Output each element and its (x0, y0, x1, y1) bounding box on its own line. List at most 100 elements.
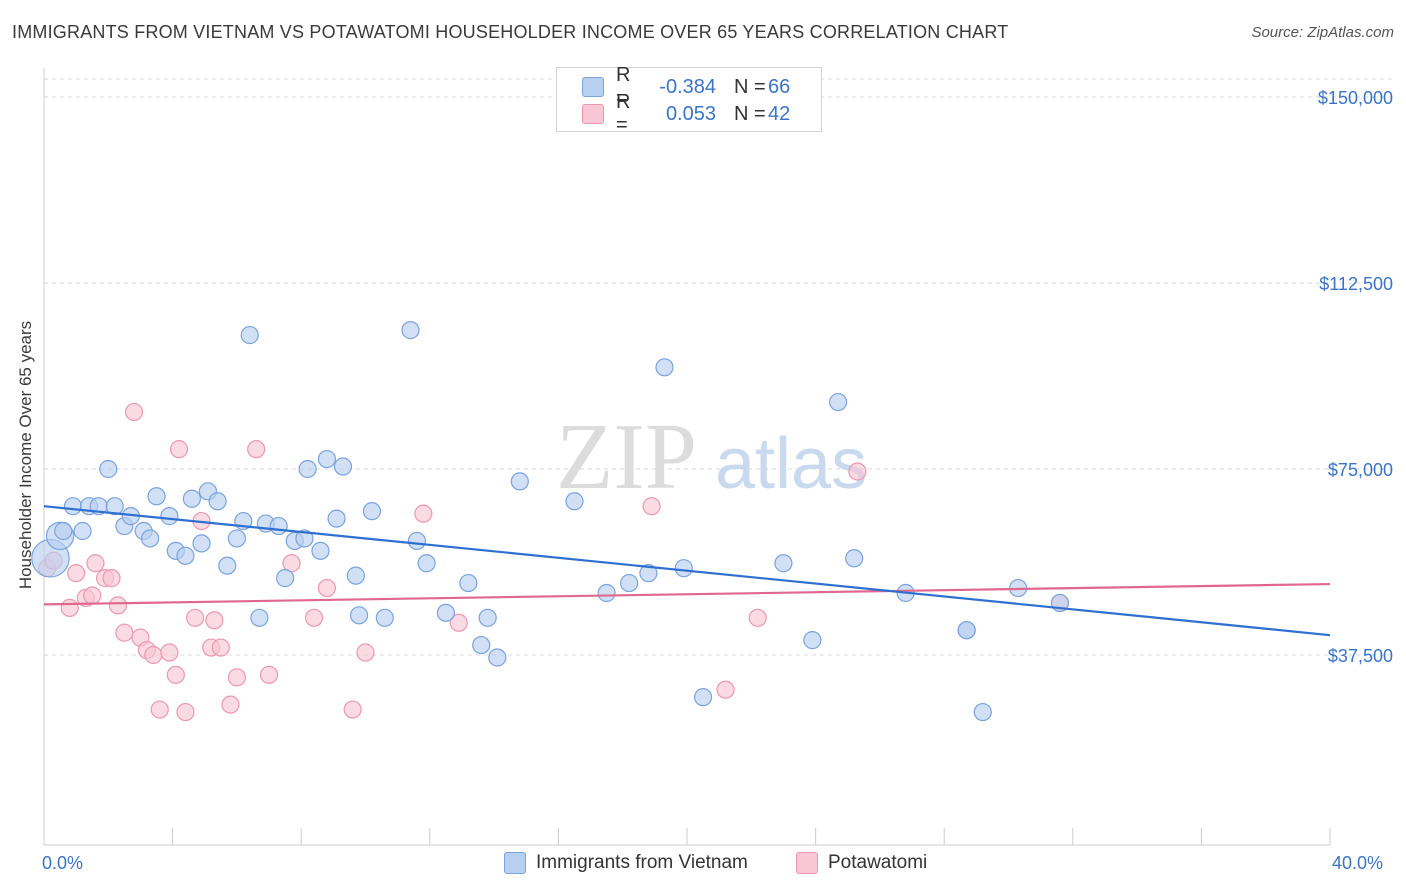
vietnam-point (973, 702, 992, 722)
watermark-zip: ZIP (556, 405, 697, 509)
vietnam-point (327, 509, 346, 528)
watermark: ZIP atlas (556, 405, 867, 509)
y-tick-label: $37,500 (1328, 646, 1393, 666)
watermark-atlas: atlas (715, 424, 867, 504)
potawatomi-point (67, 564, 86, 583)
vietnam-point (227, 529, 246, 548)
potawatomi-trend-line (43, 582, 1331, 606)
vietnam-point (333, 457, 353, 476)
potawatomi-point (642, 497, 661, 516)
vietnam-point (269, 516, 288, 536)
vietnam-point (105, 497, 124, 516)
y-tick-label: $112,500 (1319, 274, 1393, 294)
vietnam-trend-line (43, 505, 1331, 637)
vietnam-point (160, 507, 179, 526)
y-tick-labels: $37,500 $75,000 $112,500 $150,000 (1318, 88, 1393, 666)
potawatomi-point (108, 596, 128, 615)
legend-r-value: 0.053 (665, 102, 716, 125)
legend-n-label: N = (734, 102, 766, 125)
potawatomi-point (304, 608, 324, 627)
vietnam-point (472, 635, 491, 655)
vietnam-point (510, 472, 529, 491)
series-legend: Immigrants from Vietnam Potawatomi (0, 852, 1406, 878)
stats-legend: R = -0.384 N = 66 R = 0.053 N = 42 (556, 64, 822, 136)
potawatomi-point (144, 645, 163, 665)
potawatomi-point (150, 700, 169, 719)
vietnam-point (803, 631, 822, 650)
vietnam-point (957, 621, 976, 640)
series-label-potawatomi: Potawatomi (828, 852, 928, 873)
potawatomi-point (848, 462, 867, 481)
potawatomi-point (115, 623, 134, 642)
vietnam-point (54, 521, 73, 541)
grid-layer (44, 78, 1394, 656)
potawatomi-point (205, 611, 224, 630)
potawatomi-point (124, 402, 144, 422)
vietnam-point (176, 546, 195, 565)
potawatomi-point (356, 643, 375, 662)
potawatomi-point (186, 608, 205, 627)
vietnam-point (295, 529, 314, 548)
vietnam-point (208, 492, 227, 511)
legend-r-label: R = (616, 91, 631, 136)
vietnam-point (597, 583, 616, 603)
vietnam-point (362, 502, 382, 521)
vietnam-point (417, 554, 436, 573)
vietnam-point (182, 489, 201, 508)
legend-swatch-potawatomi (582, 104, 604, 124)
legend-swatch-vietnam (582, 77, 604, 97)
potawatomi-point (211, 638, 230, 657)
vietnam-point (99, 459, 118, 479)
series-legend-potawatomi[interactable]: Potawatomi (796, 852, 927, 874)
vietnam-point (147, 487, 166, 506)
series-swatch-potawatomi (796, 852, 818, 874)
potawatomi-point (227, 668, 246, 687)
vietnam-point (140, 529, 160, 548)
vietnam-point (639, 564, 658, 583)
potawatomi-point (169, 440, 189, 459)
vietnam-point (250, 608, 269, 627)
vietnam-point (774, 554, 793, 573)
trend-lines (43, 505, 1331, 637)
legend-row-vietnam: R = -0.384 N = 66 (557, 64, 790, 109)
y-tick-label: $150,000 (1318, 88, 1393, 108)
potawatomi-point (317, 578, 337, 598)
legend-r-value: -0.384 (659, 75, 716, 98)
potawatomi-point (102, 569, 121, 588)
vietnam-point (478, 608, 497, 627)
legend-n-label: N = (734, 75, 766, 98)
potawatomi-points (38, 402, 1070, 722)
vietnam-point (276, 569, 295, 588)
legend-row-potawatomi: R = 0.053 N = 42 (557, 91, 791, 136)
potawatomi-point (86, 554, 105, 573)
axis-layer (43, 68, 1331, 846)
vietnam-point (192, 534, 211, 553)
vietnam-point (693, 688, 713, 707)
vietnam-point (829, 392, 848, 412)
series-swatch-vietnam (504, 852, 526, 874)
vietnam-point (655, 358, 674, 377)
source-note: Source: ZipAtlas.com (1251, 24, 1394, 41)
vietnam-point (218, 556, 237, 575)
vietnam-point (401, 321, 420, 340)
potawatomi-point (343, 700, 362, 719)
vietnam-point (63, 497, 83, 516)
x-tick-max: 40.0% (1332, 853, 1384, 873)
potawatomi-point (449, 613, 468, 632)
legend-n-value: 42 (768, 102, 791, 125)
potawatomi-point (160, 643, 179, 662)
vietnam-point (845, 549, 864, 568)
y-tick-label: $75,000 (1328, 460, 1393, 480)
vietnam-point (298, 459, 317, 479)
vietnam-point (311, 541, 330, 560)
vietnam-point (459, 573, 478, 593)
series-label-vietnam: Immigrants from Vietnam (536, 852, 748, 873)
vietnam-point (407, 531, 427, 551)
series-legend-vietnam[interactable]: Immigrants from Vietnam (504, 852, 748, 874)
legend-r-label: R = (616, 64, 631, 109)
potawatomi-point (748, 608, 767, 627)
vietnam-point (674, 559, 693, 578)
potawatomi-point (83, 586, 102, 605)
vietnam-point (73, 521, 92, 541)
